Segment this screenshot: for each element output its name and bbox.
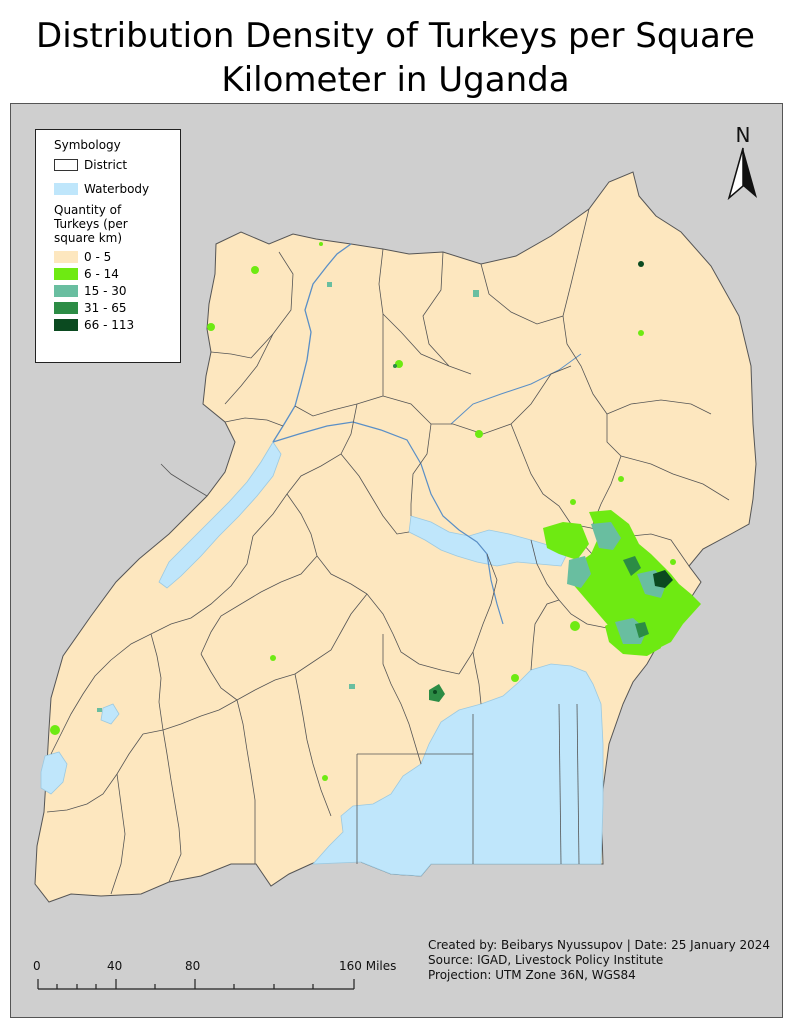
scale-label-160: 160 Miles	[339, 959, 397, 973]
legend: Symbology District Waterbody Quantity of…	[35, 129, 181, 363]
legend-district-row: District	[54, 156, 180, 173]
legend-heading: Symbology	[54, 138, 121, 152]
density-31-65-patches	[393, 364, 649, 702]
class-swatch-0-5	[54, 250, 78, 263]
map-frame: Symbology District Waterbody Quantity of…	[10, 103, 783, 1018]
legend-quantity-line-1: Quantity of	[54, 203, 122, 217]
legend-class-row: 31 - 65	[54, 299, 180, 316]
legend-class-row: 0 - 5	[54, 248, 180, 265]
map-credits: Created by: Beibarys Nyussupov | Date: 2…	[428, 938, 778, 983]
lake-victoria	[312, 663, 604, 877]
legend-class-label: 15 - 30	[84, 283, 127, 298]
legend-district-label: District	[84, 157, 128, 172]
class-swatch-6-14	[54, 267, 78, 280]
legend-quantity-line-2: Turkeys (per	[54, 217, 128, 231]
legend-class-label: 0 - 5	[84, 249, 112, 264]
scale-bar: 0 40 80 160 Miles	[33, 959, 413, 999]
legend-waterbody-label: Waterbody	[84, 181, 150, 196]
lake-boundaries	[356, 703, 580, 865]
legend-class-row: 6 - 14	[54, 265, 180, 282]
legend-class-row: 66 - 113	[54, 316, 180, 333]
victoria-nile	[272, 421, 504, 625]
district-swatch	[54, 158, 78, 171]
aswa-river	[450, 353, 582, 425]
legend-class-label: 66 - 113	[84, 317, 135, 332]
map-title-line-1: Distribution Density of Turkeys per Squa…	[36, 16, 755, 56]
legend-class-label: 6 - 14	[84, 266, 119, 281]
nile-river	[272, 243, 352, 443]
north-arrow: N	[723, 124, 763, 204]
density-66-113-patches	[433, 261, 673, 694]
scale-label-80: 80	[185, 959, 201, 973]
map-title: Distribution Density of Turkeys per Squa…	[0, 14, 791, 102]
north-arrow-icon	[727, 147, 757, 201]
legend-quantity-heading: Quantity of Turkeys (per square km)	[54, 203, 180, 245]
credit-source: Source: IGAD, Livestock Policy Institute	[428, 953, 664, 967]
scale-label-0: 0	[33, 959, 41, 973]
scale-bar-graphic	[37, 979, 355, 990]
scale-label-40: 40	[107, 959, 123, 973]
legend-class-label: 31 - 65	[84, 300, 127, 315]
credit-projection: Projection: UTM Zone 36N, WGS84	[428, 968, 636, 982]
waterbody-swatch	[54, 182, 78, 195]
legend-waterbody-row: Waterbody	[54, 180, 180, 197]
lake-albert	[158, 441, 282, 589]
uganda-map	[34, 171, 757, 903]
credit-author-date: Created by: Beibarys Nyussupov | Date: 2…	[428, 938, 771, 952]
legend-quantity-line-3: square km)	[54, 231, 123, 245]
lake-edward	[40, 751, 68, 795]
class-swatch-31-65	[54, 301, 78, 314]
map-title-line-2: Kilometer in Uganda	[221, 60, 570, 100]
class-swatch-66-113	[54, 318, 78, 331]
legend-class-row: 15 - 30	[54, 282, 180, 299]
north-letter: N	[735, 123, 751, 147]
lake-george	[100, 703, 120, 725]
class-swatch-15-30	[54, 284, 78, 297]
